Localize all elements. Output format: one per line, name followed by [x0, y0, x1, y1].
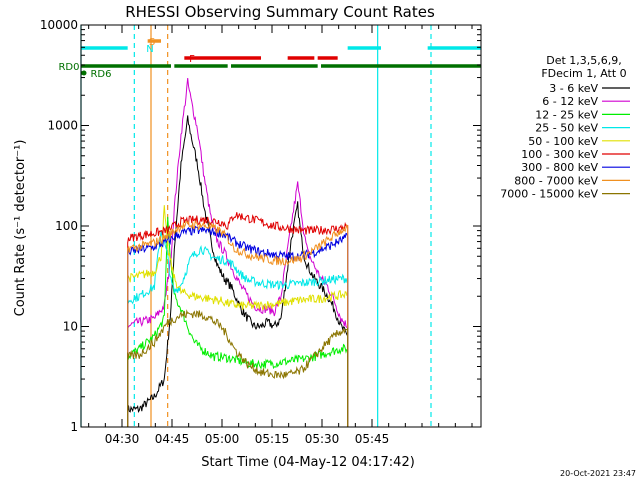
legend-label-6: 300 - 800 keV: [521, 161, 598, 174]
flag-label-s: S: [149, 37, 155, 48]
axes-ticks: 1 10 100 1000 10000 04:30 04:45 05:00 05:15 05:30…: [40, 18, 481, 446]
series-line-5: [127, 212, 349, 427]
series-line-8: [127, 309, 349, 427]
legend-header-1: Det 1,3,5,6,9,: [546, 54, 622, 67]
legend-header-2: FDecim 1, Att 0: [541, 67, 626, 80]
y-tick-label-4: 10000: [40, 18, 78, 32]
chart-title: RHESSI Observing Summary Count Rates: [125, 3, 435, 21]
x-tick-label-4: 05:30: [305, 432, 340, 446]
flag-label-rd0: RD0: [58, 62, 79, 73]
y-tick-label-2: 100: [55, 219, 78, 233]
legend-label-2: 12 - 25 keV: [535, 108, 598, 121]
flag-label-f: F: [189, 54, 195, 65]
legend-label-8: 7000 - 15000 keV: [500, 188, 598, 201]
flag-label-rd6: RD6: [90, 69, 111, 80]
legend-label-1: 6 - 12 keV: [542, 95, 598, 108]
y-tick-label-0: 1: [70, 420, 78, 434]
legend-label-3: 25 - 50 keV: [535, 122, 598, 135]
x-tick-label-0: 04:30: [105, 432, 140, 446]
x-tick-label-5: 05:45: [355, 432, 390, 446]
x-tick-label-1: 04:45: [155, 432, 190, 446]
legend-label-4: 50 - 100 keV: [528, 135, 598, 148]
series-line-2: [127, 216, 349, 427]
flag-bars: NS F RD0 RD6: [58, 37, 481, 80]
y-tick-label-1: 10: [63, 320, 78, 334]
y-axis-label: Count Rate (s⁻¹ detector⁻¹): [13, 140, 28, 317]
x-axis-label: Start Time (04-May-12 04:17:42): [201, 455, 415, 470]
x-tick-label-3: 05:15: [255, 432, 290, 446]
flag-label-n: N: [146, 44, 153, 55]
series-line-7: [127, 219, 349, 427]
series-line-1: [127, 77, 349, 427]
y-tick-label-3: 1000: [47, 119, 78, 133]
x-tick-label-2: 05:00: [205, 432, 240, 446]
rd6-dot: [81, 70, 87, 76]
series-lines: [127, 77, 349, 427]
legend-label-0: 3 - 6 keV: [549, 82, 598, 95]
legend-label-5: 100 - 300 keV: [521, 148, 598, 161]
series-line-4: [127, 205, 349, 427]
footer-timestamp: 20-Oct-2021 23:47: [560, 469, 636, 478]
legend-label-7: 800 - 7000 keV: [514, 174, 598, 187]
